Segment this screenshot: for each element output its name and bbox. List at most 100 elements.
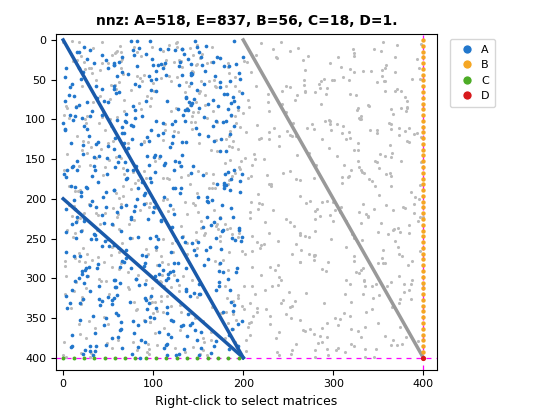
Point (213, 103, 222, 110)
Point (312, 206, 321, 213)
Point (228, 326, 237, 333)
Point (202, 42, 211, 49)
Point (86, 236, 95, 242)
Point (133, 48, 142, 55)
Point (183, 333, 192, 339)
Point (242, 128, 251, 135)
Point (296, 192, 305, 199)
Point (275, 329, 284, 336)
Point (349, 235, 358, 242)
Point (74, 101, 83, 108)
Point (217, 202, 226, 209)
Point (186, 181, 195, 187)
Point (382, 282, 391, 289)
Point (123, 71, 132, 78)
Point (124, 144, 133, 151)
Point (83, 99, 92, 105)
Point (178, 234, 187, 241)
Point (177, 64, 186, 71)
Point (354, 164, 363, 171)
Point (205, 184, 214, 191)
Point (371, 183, 380, 189)
Point (85, 161, 94, 168)
Point (117, 57, 126, 64)
Point (149, 62, 158, 68)
Point (185, 45, 194, 51)
Point (137, 53, 146, 60)
Point (412, 129, 421, 136)
Point (374, 164, 383, 171)
Point (101, 277, 110, 284)
Point (246, 319, 255, 326)
Point (158, 136, 167, 143)
Point (115, 88, 124, 95)
Point (109, 221, 118, 228)
Point (254, 199, 263, 206)
Point (92, 210, 101, 217)
Point (319, 299, 328, 306)
Point (67, 80, 76, 87)
Point (311, 228, 320, 234)
Point (381, 87, 390, 94)
Point (62, 305, 71, 312)
Point (193, 44, 202, 50)
Point (215, 55, 224, 62)
Point (128, 102, 137, 109)
Point (234, 294, 243, 301)
Point (259, 240, 268, 247)
Point (203, 194, 212, 201)
Point (317, 324, 326, 331)
Point (144, 162, 153, 168)
Point (220, 63, 228, 69)
Point (117, 228, 126, 234)
Point (88, 312, 97, 319)
Point (131, 107, 140, 113)
Point (224, 70, 233, 77)
Point (129, 318, 138, 324)
Point (348, 231, 357, 238)
Point (146, 179, 155, 186)
Point (101, 314, 110, 321)
Point (189, 52, 198, 59)
Point (95, 296, 104, 302)
Point (259, 155, 268, 162)
Point (60, 290, 69, 297)
Point (179, 51, 188, 58)
Point (166, 248, 175, 255)
Point (419, 158, 428, 165)
Point (212, 337, 221, 344)
Point (106, 82, 115, 89)
Point (302, 289, 311, 296)
Point (81, 335, 90, 341)
Point (144, 345, 153, 352)
Point (226, 225, 235, 232)
Point (323, 334, 332, 341)
Point (114, 59, 123, 66)
Point (145, 314, 154, 320)
Point (214, 268, 223, 275)
Point (85, 201, 94, 207)
Point (349, 252, 358, 259)
Point (72, 234, 81, 241)
Point (211, 136, 220, 143)
Point (92, 82, 101, 89)
Point (172, 39, 181, 46)
Point (209, 207, 218, 214)
Point (158, 308, 167, 315)
Point (69, 203, 78, 210)
Point (100, 313, 109, 320)
Point (301, 88, 310, 94)
Point (64, 114, 73, 121)
Point (212, 148, 221, 155)
Point (62, 205, 71, 212)
Point (141, 182, 150, 189)
Point (216, 238, 225, 244)
Point (100, 238, 109, 245)
Point (145, 175, 154, 182)
Point (195, 54, 204, 61)
Point (387, 279, 396, 286)
Point (236, 178, 245, 185)
Point (188, 344, 197, 350)
Point (163, 341, 172, 347)
Point (256, 39, 265, 46)
